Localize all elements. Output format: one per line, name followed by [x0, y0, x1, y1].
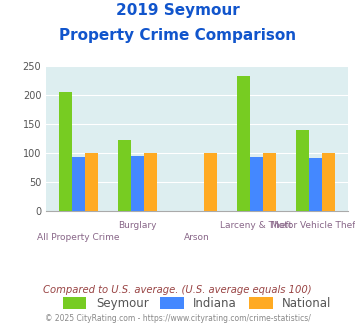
Bar	[203, 153, 217, 211]
Bar	[85, 152, 98, 211]
Text: © 2025 CityRating.com - https://www.cityrating.com/crime-statistics/: © 2025 CityRating.com - https://www.city…	[45, 314, 310, 323]
Legend: Seymour, Indiana, National: Seymour, Indiana, National	[58, 293, 336, 315]
Bar	[296, 130, 309, 211]
Text: 2019 Seymour: 2019 Seymour	[116, 3, 239, 18]
Bar	[144, 153, 157, 211]
Text: Larceny & Theft: Larceny & Theft	[220, 221, 292, 230]
Bar	[309, 158, 322, 211]
Text: Property Crime Comparison: Property Crime Comparison	[59, 28, 296, 43]
Bar	[118, 140, 131, 211]
Bar	[72, 157, 85, 211]
Text: Burglary: Burglary	[119, 221, 157, 230]
Bar	[59, 91, 72, 211]
Bar	[250, 157, 263, 211]
Text: Arson: Arson	[184, 233, 210, 242]
Text: Motor Vehicle Theft: Motor Vehicle Theft	[271, 221, 355, 230]
Bar	[131, 156, 144, 211]
Text: All Property Crime: All Property Crime	[37, 233, 120, 242]
Bar	[237, 76, 250, 211]
Bar	[322, 152, 335, 211]
Bar	[263, 152, 276, 211]
Text: Compared to U.S. average. (U.S. average equals 100): Compared to U.S. average. (U.S. average …	[43, 285, 312, 295]
